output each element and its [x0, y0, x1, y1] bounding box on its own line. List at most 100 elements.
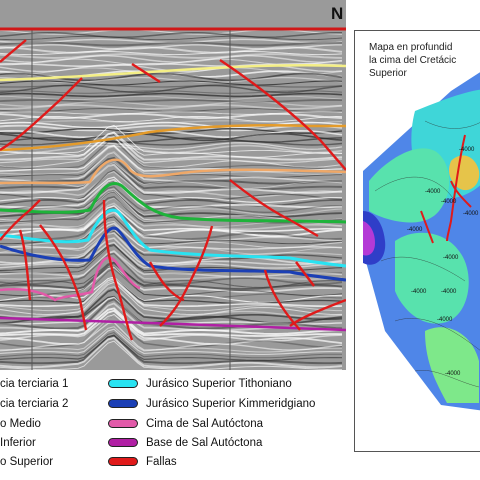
reflector-line [0, 334, 343, 361]
reflector-line [0, 314, 343, 348]
reflector-line [0, 140, 343, 146]
reflector-line [0, 313, 343, 345]
fault-line [295, 261, 315, 287]
reflector-line [0, 156, 343, 185]
reflector-line [0, 285, 343, 318]
map-contour-zone [395, 232, 469, 324]
reflector-line [0, 307, 343, 335]
contour-label: -4000 [411, 289, 427, 295]
horizon-cyan [0, 208, 346, 268]
reflector-line [0, 332, 343, 359]
reflector-line [0, 334, 343, 365]
reflector-line [0, 136, 343, 168]
reflector-line [0, 321, 343, 351]
reflector-line [0, 176, 343, 204]
reflector-line [0, 190, 343, 221]
reflector-line [0, 131, 343, 158]
map-title-line: la cima del Cretácic [369, 55, 457, 66]
contour-line [424, 120, 480, 129]
legend-swatch [108, 399, 138, 408]
reflector-line [0, 195, 343, 224]
legend-label: cia terciaria 2 [0, 398, 69, 410]
reflector-line [0, 298, 343, 330]
reflector-line [0, 53, 343, 59]
horizon-yellow [0, 63, 346, 82]
reflector-line [0, 101, 343, 107]
reflector-line [0, 95, 343, 101]
fault-line [229, 179, 319, 238]
legend-label: Inferior [0, 437, 36, 449]
fault-line [0, 77, 83, 152]
fault-line [289, 298, 346, 327]
reflector-line [0, 277, 343, 305]
legend-label: Cima de Sal Autóctona [146, 418, 263, 430]
reflector-line [0, 188, 343, 216]
depth-map-panel: -4000 -4000 -4000 -4000 -4000 -4000 -4000 -4000… [354, 30, 480, 452]
reflector-line [0, 50, 343, 56]
reflector-line [0, 121, 343, 129]
contour-line [414, 370, 480, 388]
contour-label: -4000 [441, 289, 457, 295]
reflector-line [0, 137, 343, 143]
contour-line [380, 256, 466, 282]
legend-swatch [108, 457, 138, 466]
map-contour-zone [425, 327, 479, 403]
reflector-line [0, 237, 343, 266]
seismic-reflectors [0, 29, 343, 370]
contour-line [374, 176, 456, 202]
contour-label: -4000 [445, 371, 461, 377]
fault-line [219, 59, 346, 171]
reflector-line [0, 99, 343, 103]
reflector-line [0, 169, 343, 201]
map-title: Mapa en profundid la cima del Cretácic S… [369, 41, 456, 80]
reflector-line [0, 340, 342, 370]
reflector-line [0, 314, 343, 342]
horizon-pink [0, 256, 141, 302]
legend-label: Fallas [146, 456, 177, 468]
reflector-line [0, 44, 342, 50]
legend-swatch [108, 438, 138, 447]
legend-swatch [108, 419, 138, 428]
map-title-line: Superior [369, 68, 407, 79]
horizon-light-orange [0, 158, 346, 185]
legend-swatch [108, 379, 138, 388]
depth-map: -4000-4000-4000-4000-4000-4000-4000 -4000… [363, 72, 480, 411]
seismic-section [0, 0, 346, 370]
reflector-line [0, 279, 342, 312]
reflector-line [0, 62, 343, 68]
reflector-line [0, 265, 343, 293]
legend-label: Jurásico Superior Kimmeridgiano [146, 398, 316, 410]
reflector-line [0, 179, 343, 207]
reflector-line [0, 336, 343, 369]
reflector-line [0, 132, 343, 142]
contour-label: -4000 [437, 317, 453, 323]
contour-label: -4000 [441, 199, 457, 205]
contour-label: -4000 [459, 147, 475, 153]
map-fault [446, 134, 466, 242]
reflector-line [0, 124, 343, 132]
reflector-line [0, 206, 343, 241]
reflector-line [0, 288, 343, 321]
reflector-line [0, 115, 343, 123]
fault-line [263, 269, 301, 331]
reflector-line [0, 131, 343, 161]
reflector-line [0, 46, 343, 54]
legend-label: Base de Sal Autóctona [146, 437, 263, 449]
map-title-line: Mapa en profundid [369, 42, 453, 53]
map-fault [420, 210, 434, 244]
legend-label: cia terciaria 1 [0, 378, 69, 390]
reflector-line [0, 202, 343, 230]
reflector-line [0, 186, 342, 213]
contour-label: -4000 [425, 189, 441, 195]
reflector-line [0, 241, 343, 269]
reflector-line [0, 277, 343, 308]
legend-label: Jurásico Superior Tithoniano [146, 378, 292, 390]
reflector-line [0, 90, 343, 94]
reflector-line [0, 251, 343, 280]
legend: cia terciaria 1 cia terciaria 2 o Medio … [0, 372, 350, 480]
contour-label: -4000 [407, 227, 423, 233]
reflector-line [0, 328, 343, 355]
fault-line [18, 229, 32, 301]
reflector-line [0, 265, 343, 296]
